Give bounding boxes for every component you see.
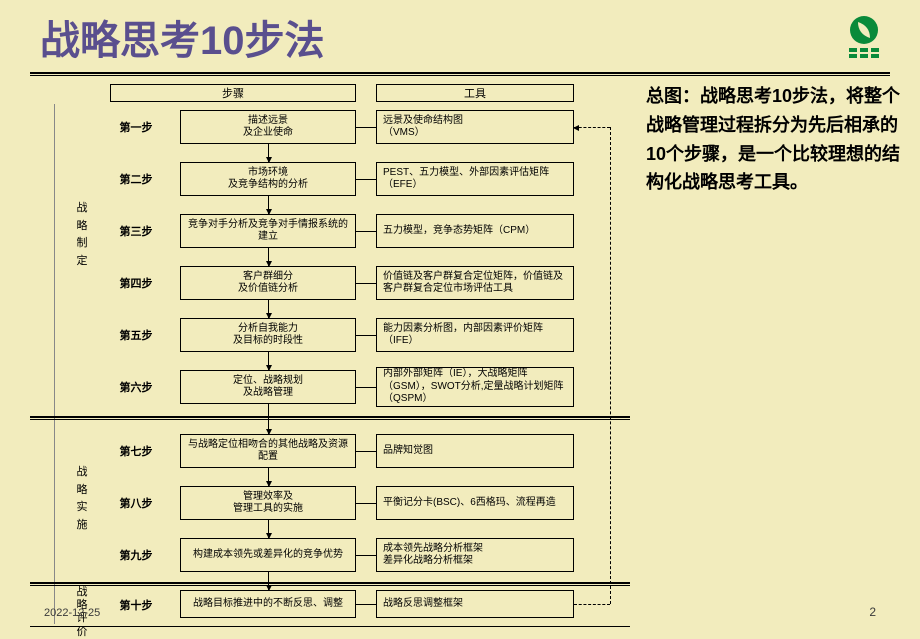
feedback-top-arrow <box>574 127 610 128</box>
tool-box-8: 平衡记分卡(BSC)、6西格玛、流程再造 <box>376 486 574 520</box>
arrow-5-6 <box>268 352 269 370</box>
h-connector-5 <box>356 335 376 336</box>
header-tools: 工具 <box>376 84 574 102</box>
section-divider-3 <box>30 626 630 627</box>
step-box-10: 战略目标推进中的不断反思、调整 <box>180 590 356 618</box>
footer-date: 2022-12-25 <box>44 607 100 619</box>
title-divider <box>30 72 890 76</box>
footer-page-number: 2 <box>869 605 876 619</box>
step-label-9: 第九步 <box>110 546 162 564</box>
step-box-8: 管理效率及管理工具的实施 <box>180 486 356 520</box>
section-divider-1 <box>30 416 630 420</box>
section-divider-2 <box>30 582 630 586</box>
arrow-8-9 <box>268 520 269 538</box>
step-label-7: 第七步 <box>110 442 162 460</box>
step-box-3: 竞争对手分析及竞争对手情报系统的建立 <box>180 214 356 248</box>
tool-box-4: 价值链及客户群复合定位矩阵，价值链及客户群复合定位市场评估工具 <box>376 266 574 300</box>
header-steps: 步骤 <box>110 84 356 102</box>
tool-box-9: 成本领先战略分析框架差异化战略分析框架 <box>376 538 574 572</box>
h-connector-4 <box>356 283 376 284</box>
brand-logo <box>840 12 888 65</box>
feedback-vertical <box>610 127 611 604</box>
step-box-6: 定位、战略规划及战略管理 <box>180 370 356 404</box>
left-guide-line <box>54 104 55 624</box>
section-label-1: 战略制定 <box>74 200 90 270</box>
flowchart: 步骤 工具 战略制定 战略实施 战略评价 第一步 描述远景及企业使命 远景及使命… <box>30 80 630 628</box>
tool-box-3: 五力模型，竞争态势矩阵（CPM） <box>376 214 574 248</box>
tool-box-2: PEST、五力模型、外部因素评估矩阵（EFE） <box>376 162 574 196</box>
step-label-2: 第二步 <box>110 170 162 188</box>
arrow-7-8 <box>268 468 269 486</box>
h-connector-6 <box>356 387 376 388</box>
h-connector-1 <box>356 127 376 128</box>
arrow-3-4 <box>268 248 269 266</box>
step-label-10: 第十步 <box>110 596 162 614</box>
h-connector-2 <box>356 179 376 180</box>
tool-box-5: 能力因素分析图，内部因素评价矩阵（IFE） <box>376 318 574 352</box>
h-connector-8 <box>356 503 376 504</box>
h-connector-10 <box>356 604 376 605</box>
step-box-4: 客户群细分及价值链分析 <box>180 266 356 300</box>
step-label-5: 第五步 <box>110 326 162 344</box>
arrow-9-10 <box>268 572 269 590</box>
tool-box-10: 战略反思调整框架 <box>376 590 574 618</box>
step-label-8: 第八步 <box>110 494 162 512</box>
summary-paragraph: 总图：战略思考10步法，将整个战略管理过程拆分为先后相承的10个步骤，是一个比较… <box>646 82 902 197</box>
section-label-2: 战略实施 <box>74 464 90 534</box>
step-label-3: 第三步 <box>110 222 162 240</box>
h-connector-3 <box>356 231 376 232</box>
step-box-2: 市场环境及竞争结构的分析 <box>180 162 356 196</box>
step-box-7: 与战略定位相吻合的其他战略及资源配置 <box>180 434 356 468</box>
h-connector-9 <box>356 555 376 556</box>
arrow-1-2 <box>268 144 269 162</box>
arrow-6-7 <box>268 404 269 434</box>
step-label-1: 第一步 <box>110 118 162 136</box>
tool-box-7: 品牌知觉图 <box>376 434 574 468</box>
step-label-4: 第四步 <box>110 274 162 292</box>
arrow-4-5 <box>268 300 269 318</box>
tool-box-6: 内部外部矩阵（IE），大战略矩阵（GSM），SWOT分析,定量战略计划矩阵（QS… <box>376 367 574 407</box>
tool-box-1: 远景及使命结构图（VMS） <box>376 110 574 144</box>
arrow-2-3 <box>268 196 269 214</box>
step-box-9: 构建成本领先或差异化的竞争优势 <box>180 538 356 572</box>
feedback-bottom <box>574 604 610 605</box>
step-label-6: 第六步 <box>110 378 162 396</box>
step-box-5: 分析自我能力及目标的时段性 <box>180 318 356 352</box>
h-connector-7 <box>356 451 376 452</box>
page-title: 战略思考10步法 <box>40 8 325 66</box>
step-box-1: 描述远景及企业使命 <box>180 110 356 144</box>
